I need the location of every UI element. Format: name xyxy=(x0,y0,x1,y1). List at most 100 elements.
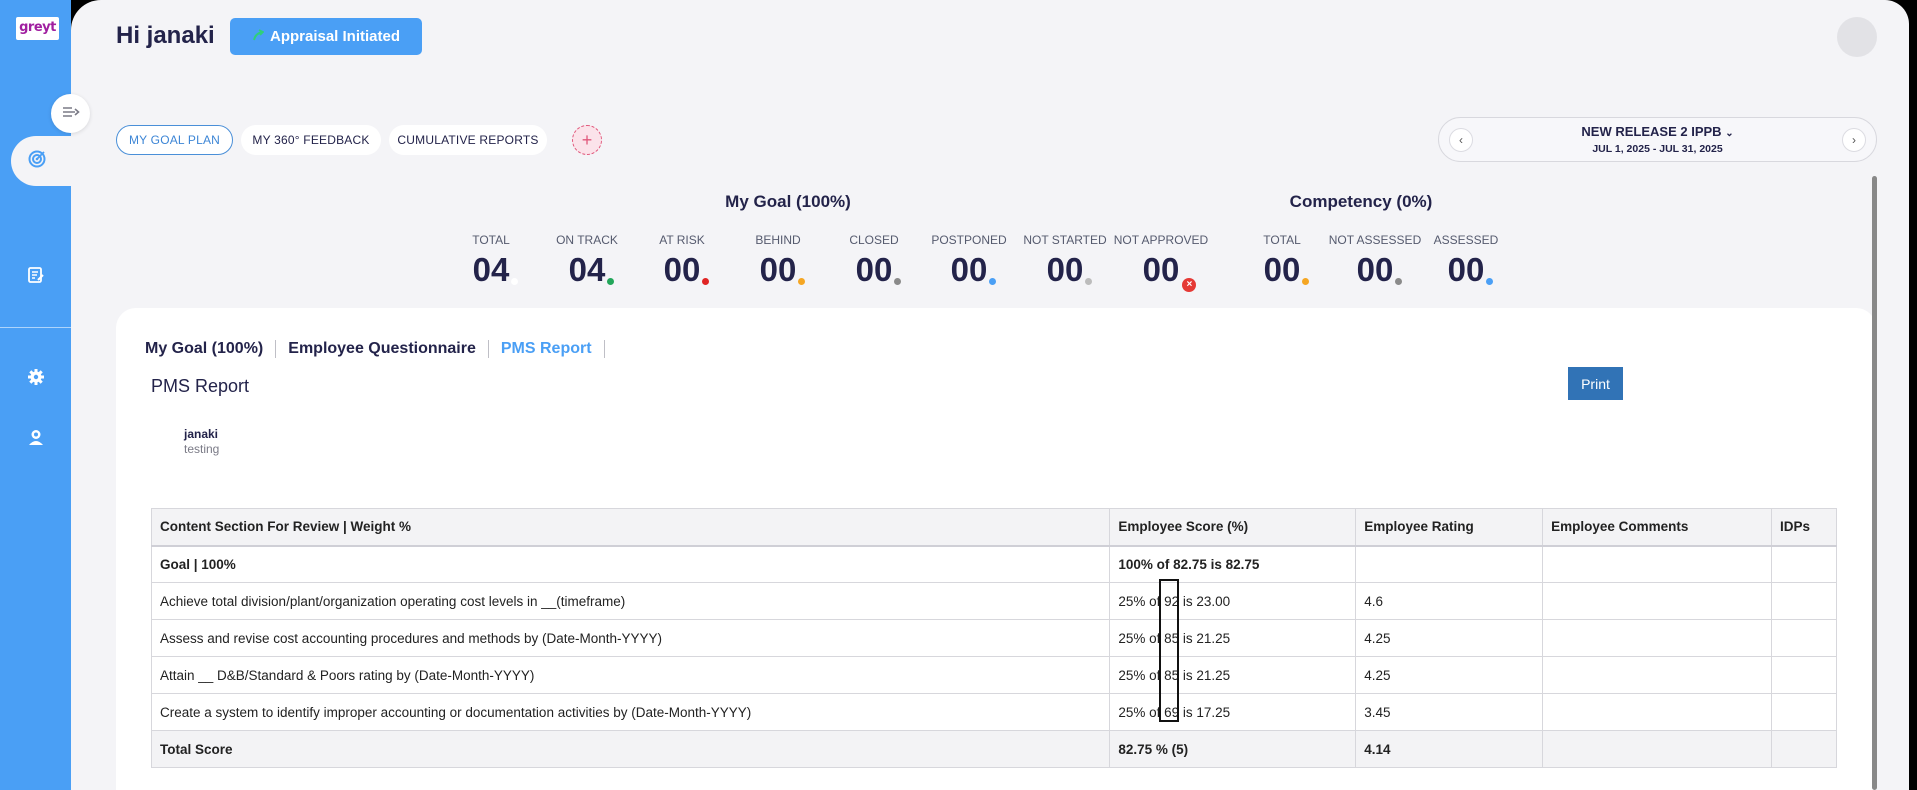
stat-value-text: 00 xyxy=(1356,251,1394,288)
next-release-button[interactable]: › xyxy=(1842,128,1866,152)
stat-value: 00 xyxy=(1447,251,1494,289)
tab-my-goal[interactable]: My Goal (100%) xyxy=(145,340,277,358)
tab-pms-report[interactable]: PMS Report xyxy=(489,340,605,358)
release-dropdown[interactable]: NEW RELEASE 2 IPPB ⌄ xyxy=(1439,124,1876,139)
app-logo: greyt xyxy=(16,17,59,40)
table-cell: 3.45 xyxy=(1355,693,1544,731)
stat-value-text: 00 xyxy=(1142,251,1180,288)
table-cell: 4.25 xyxy=(1355,619,1544,657)
status-dot-icon xyxy=(798,278,806,285)
chevron-left-icon: ‹ xyxy=(1459,133,1463,147)
status-dot-icon xyxy=(607,278,615,285)
tab-cumulative-reports[interactable]: CUMULATIVE REPORTS xyxy=(389,125,547,155)
release-dates: JUL 1, 2025 - JUL 31, 2025 xyxy=(1592,143,1723,155)
table-cell: Create a system to identify improper acc… xyxy=(150,693,1111,731)
table-cell xyxy=(1770,693,1838,731)
table-cell xyxy=(1542,693,1772,731)
tab-my-goal-plan[interactable]: MY GOAL PLAN xyxy=(116,125,233,155)
previous-release-button[interactable]: ‹ xyxy=(1449,128,1473,152)
status-dot-icon xyxy=(1486,278,1494,285)
stat-value-text: 00 xyxy=(1046,251,1084,288)
stat-value: 04 xyxy=(472,251,519,289)
status-dot-icon xyxy=(894,278,902,285)
goal-summary-title: My Goal (100%) xyxy=(725,192,851,211)
sidebar: greyt xyxy=(0,0,77,790)
arrow-up-right-icon xyxy=(252,28,265,45)
appraisal-status-label: Appraisal Initiated xyxy=(269,28,401,45)
table-cell xyxy=(1770,545,1838,583)
appraisal-status-button[interactable]: Appraisal Initiated xyxy=(230,18,422,55)
table-row: Goal | 100% 100% of 82.75 is 82.75 xyxy=(150,545,1838,583)
status-dot-icon xyxy=(702,278,710,285)
sidebar-item-profile[interactable] xyxy=(24,427,48,451)
stat-label: ASSESSED xyxy=(1433,233,1499,247)
table-cell xyxy=(1542,730,1772,768)
column-header: Employee Comments xyxy=(1542,508,1772,547)
status-dot-icon xyxy=(989,278,997,285)
table-cell xyxy=(1770,582,1838,620)
stat-value-text: 00 xyxy=(663,251,701,288)
goal-stat: ON TRACK 04 xyxy=(537,233,637,289)
table-row: Assess and revise cost accounting proced… xyxy=(150,619,1838,657)
sidebar-divider xyxy=(0,327,71,328)
stat-label: ON TRACK xyxy=(556,233,618,247)
employee-name: janaki xyxy=(184,427,219,441)
table-cell: 4.6 xyxy=(1355,582,1544,620)
sidebar-item-goals[interactable] xyxy=(11,136,77,186)
avatar[interactable] xyxy=(1837,17,1877,57)
stat-value: 04 xyxy=(569,251,615,289)
table-cell: 82.75 % (5) xyxy=(1109,730,1357,768)
print-button[interactable]: Print xyxy=(1568,367,1623,400)
table-cell xyxy=(1542,656,1772,694)
goal-stat: POSTPONED 00 xyxy=(919,233,1019,289)
stat-value: 00 xyxy=(950,251,997,289)
release-selector[interactable]: ‹ NEW RELEASE 2 IPPB ⌄ JUL 1, 2025 - JUL… xyxy=(1438,117,1877,162)
table-cell: 25% of 69 is 17.25 xyxy=(1109,693,1357,731)
rejected-icon: × xyxy=(1182,278,1197,292)
target-icon xyxy=(28,150,46,173)
goal-stat: BEHIND 00 xyxy=(728,233,828,289)
table-cell: 4.25 xyxy=(1355,656,1544,694)
employee-department: testing xyxy=(184,442,220,456)
goal-stat: NOT APPROVED 00 × xyxy=(1111,233,1211,292)
competency-stat: ASSESSED 00 xyxy=(1416,233,1516,289)
column-header: Employee Rating xyxy=(1355,508,1544,547)
goal-stat: NOT STARTED 00 xyxy=(1015,233,1115,289)
stat-value: 00 xyxy=(1046,251,1093,289)
table-cell xyxy=(1770,656,1838,694)
tab-employee-questionnaire[interactable]: Employee Questionnaire xyxy=(276,340,489,358)
sidebar-item-settings[interactable] xyxy=(24,367,48,391)
table-cell: Attain __ D&B/Standard & Poors rating by… xyxy=(150,656,1111,694)
tab-my-360-feedback[interactable]: MY 360° FEEDBACK xyxy=(241,125,381,155)
sidebar-item-reports[interactable] xyxy=(24,265,48,289)
table-cell: 25% of 85 is 21.25 xyxy=(1109,619,1357,657)
stat-label: TOTAL xyxy=(1263,233,1301,247)
status-dot-icon xyxy=(1302,278,1310,285)
stat-value-text: 00 xyxy=(855,251,893,288)
chevron-right-icon: › xyxy=(1852,133,1856,147)
stat-value: 00 xyxy=(760,251,806,289)
table-cell xyxy=(1355,545,1544,583)
table-cell xyxy=(1542,582,1772,620)
table-row: Attain __ D&B/Standard & Poors rating by… xyxy=(150,656,1838,694)
stat-value: 00 × xyxy=(1142,251,1197,292)
pms-report-table: Content Section For Review | Weight % Em… xyxy=(150,508,1838,768)
stat-label: TOTAL xyxy=(472,233,510,247)
table-cell: 4.14 xyxy=(1355,730,1544,768)
scrollbar[interactable] xyxy=(1872,176,1877,790)
table-cell xyxy=(1542,619,1772,657)
column-header: IDPs xyxy=(1770,508,1838,547)
stat-value-text: 04 xyxy=(472,251,510,288)
goal-stat: AT RISK 00 xyxy=(632,233,732,289)
gear-icon xyxy=(27,368,45,391)
stat-value-text: 00 xyxy=(950,251,988,288)
stat-label: POSTPONED xyxy=(931,233,1007,247)
add-button[interactable]: + xyxy=(572,125,602,155)
stat-value-text: 00 xyxy=(1447,251,1485,288)
collapse-sidebar-button[interactable] xyxy=(51,94,90,133)
stat-label: NOT APPROVED xyxy=(1113,233,1209,247)
goal-stat: CLOSED 00 xyxy=(824,233,924,289)
stat-label: AT RISK xyxy=(659,233,705,247)
competency-summary-title: Competency (0%) xyxy=(1289,192,1433,211)
chevron-down-icon: ⌄ xyxy=(1725,128,1734,139)
